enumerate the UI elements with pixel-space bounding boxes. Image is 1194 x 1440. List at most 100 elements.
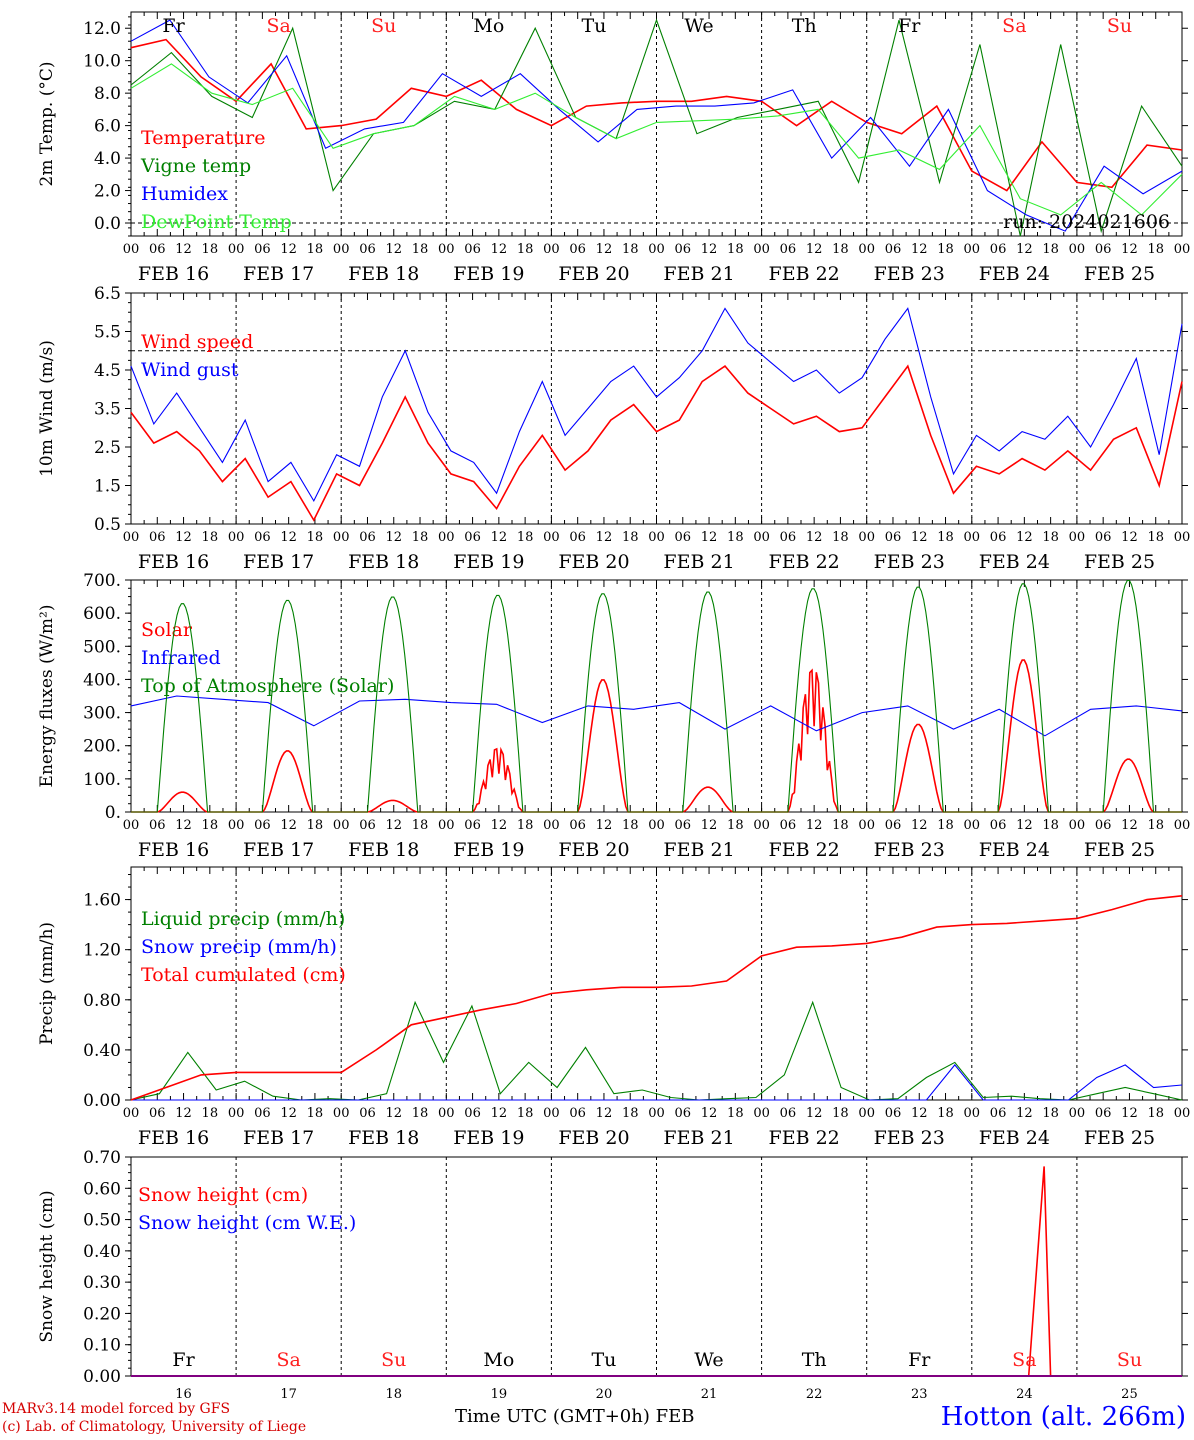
- date-label: FEB 24: [979, 839, 1050, 861]
- legend-entry: Wind speed: [141, 331, 253, 353]
- day-abbr-top: We: [684, 15, 713, 37]
- hour-label: 12: [385, 818, 402, 833]
- day-abbr-bottom: Th: [802, 1349, 827, 1371]
- legend-entry: Humidex: [141, 183, 228, 205]
- hour-label: 06: [885, 1106, 902, 1121]
- date-label: FEB 19: [453, 551, 524, 573]
- hour-label: 00: [123, 530, 140, 545]
- hour-label: 18: [202, 818, 219, 833]
- hour-label: 06: [254, 818, 271, 833]
- legend-entry: DewPoint Temp: [141, 211, 292, 233]
- hour-label: 06: [569, 242, 586, 257]
- y-tick-label: 500.: [83, 637, 121, 657]
- y-tick-label: 1.60: [83, 891, 121, 911]
- date-label: FEB 24: [979, 1127, 1050, 1149]
- y-axis-label: Snow height (cm): [37, 1190, 57, 1342]
- day-abbr-bottom: Sa: [276, 1349, 300, 1371]
- hour-label: 18: [1042, 242, 1059, 257]
- y-tick-label: 10.0: [83, 52, 121, 72]
- y-tick-label: 400.: [83, 670, 121, 690]
- series-line-precip-1: [131, 1064, 1183, 1101]
- legend-entry: Wind gust: [141, 359, 239, 381]
- legend-entry: Vigne temp: [140, 155, 251, 177]
- hour-label: 00: [333, 818, 350, 833]
- hour-label: 06: [359, 818, 376, 833]
- hour-label: 12: [1016, 242, 1033, 257]
- hour-label: 00: [543, 818, 560, 833]
- day-abbr-bottom: We: [694, 1349, 723, 1371]
- hour-label: 06: [464, 530, 481, 545]
- hour-label: 12: [701, 530, 718, 545]
- hour-label: 12: [385, 1106, 402, 1121]
- hour-label: 06: [675, 242, 692, 257]
- run-annotation: run: 2024021606: [1003, 211, 1170, 233]
- hour-label: 00: [648, 818, 665, 833]
- date-label: FEB 22: [769, 839, 840, 861]
- date-label: FEB 21: [663, 839, 734, 861]
- hour-label: 18: [727, 818, 744, 833]
- hour-label: 06: [464, 818, 481, 833]
- date-label: FEB 16: [138, 263, 209, 285]
- y-tick-label: 0.: [105, 803, 121, 823]
- hour-label: 12: [701, 242, 718, 257]
- hour-label: 00: [1174, 818, 1191, 833]
- month-label: FEB: [655, 1406, 695, 1427]
- hour-label: 18: [202, 1106, 219, 1121]
- date-label: FEB 23: [874, 1127, 945, 1149]
- hour-label: 06: [675, 1106, 692, 1121]
- hour-label: 00: [964, 1106, 981, 1121]
- hour-label: 18: [1147, 530, 1164, 545]
- y-tick-label: 6.5: [94, 284, 121, 304]
- hour-label: 12: [596, 242, 613, 257]
- series-line-temperature-1: [130, 18, 1183, 237]
- hour-label: 12: [1121, 1106, 1138, 1121]
- hour-label: 12: [175, 818, 192, 833]
- panel-frame: [130, 11, 1183, 237]
- y-tick-label: 8.0: [94, 84, 121, 104]
- hour-label: 00: [333, 530, 350, 545]
- date-label: FEB 16: [138, 551, 209, 573]
- hour-label: 00: [1069, 818, 1086, 833]
- hour-label: 06: [675, 818, 692, 833]
- date-label: FEB 17: [243, 551, 314, 573]
- hour-label: 00: [648, 530, 665, 545]
- hour-label: 12: [596, 530, 613, 545]
- y-tick-label: 300.: [83, 704, 121, 724]
- y-tick-label: 5.5: [94, 323, 121, 343]
- hour-label: 12: [280, 530, 297, 545]
- y-tick-label: 0.00: [83, 1367, 121, 1387]
- hour-label: 00: [1174, 242, 1191, 257]
- legend-entry: Snow precip (mm/h): [141, 936, 337, 958]
- date-label: FEB 25: [1084, 551, 1155, 573]
- day-abbr-bottom: Su: [1117, 1349, 1142, 1371]
- date-label: FEB 20: [558, 263, 629, 285]
- legend-entry: Solar: [141, 619, 193, 641]
- station-label: Hotton (alt. 266m): [940, 1402, 1186, 1432]
- hour-label: 12: [911, 530, 928, 545]
- hour-label: 00: [753, 242, 770, 257]
- y-axis-label: Precip (mm/h): [37, 922, 57, 1045]
- legend-entry: Infrared: [141, 647, 221, 669]
- y-tick-label: 100.: [83, 770, 121, 790]
- day-number: 21: [701, 1387, 718, 1402]
- hour-label: 00: [438, 818, 455, 833]
- hour-label: 06: [359, 530, 376, 545]
- day-number: 23: [911, 1387, 928, 1402]
- hour-label: 18: [937, 1106, 954, 1121]
- hour-label: 18: [1042, 1106, 1059, 1121]
- hour-label: 18: [517, 1106, 534, 1121]
- day-abbr-top: Th: [792, 15, 817, 37]
- hour-label: 12: [1121, 530, 1138, 545]
- hour-label: 06: [569, 1106, 586, 1121]
- day-number: 24: [1016, 1387, 1033, 1402]
- day-number: 22: [806, 1387, 823, 1402]
- hour-label: 12: [175, 530, 192, 545]
- hour-label: 18: [1147, 242, 1164, 257]
- hour-label: 00: [438, 530, 455, 545]
- y-tick-label: 0.30: [83, 1273, 121, 1293]
- hour-label: 06: [149, 530, 166, 545]
- hour-label: 18: [412, 818, 429, 833]
- day-abbr-bottom: Fr: [172, 1349, 195, 1371]
- date-label: FEB 19: [453, 1127, 524, 1149]
- day-number: 20: [596, 1387, 613, 1402]
